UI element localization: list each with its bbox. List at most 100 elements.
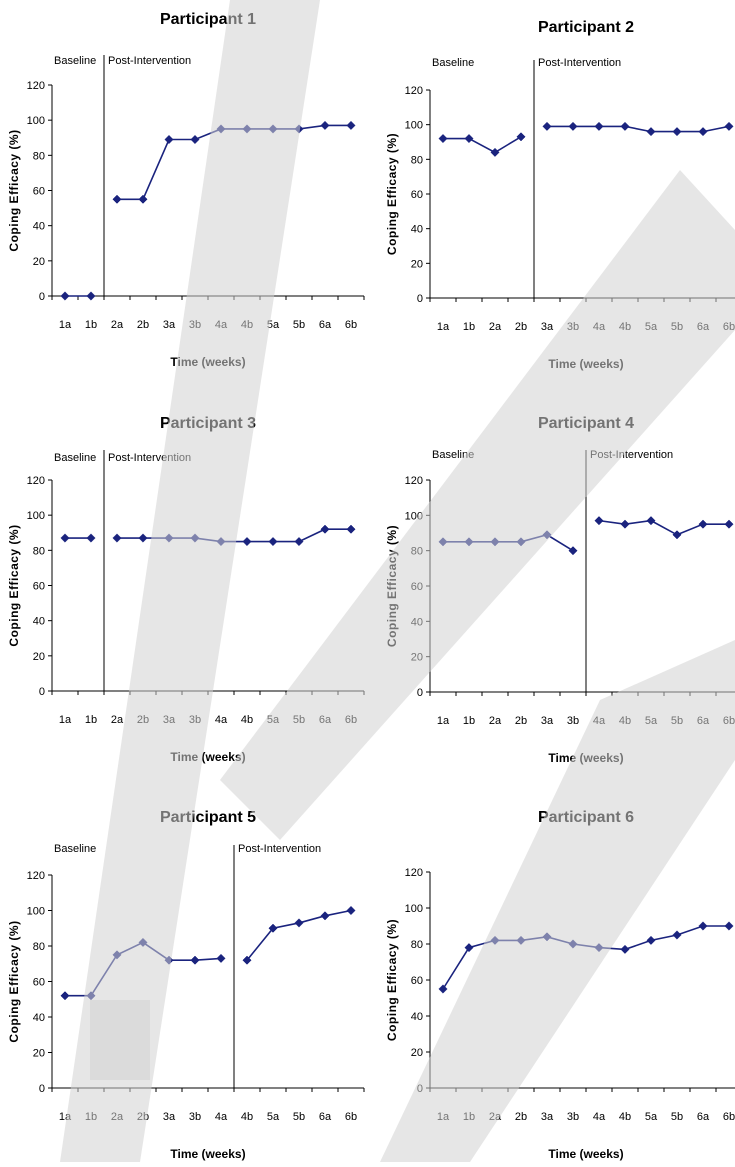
data-point-marker xyxy=(464,133,474,144)
y-tick-label: 20 xyxy=(411,258,423,270)
y-tick-label: 20 xyxy=(33,256,45,268)
y-tick-label: 80 xyxy=(411,154,423,166)
data-point-marker xyxy=(138,194,148,204)
data-point-marker xyxy=(464,943,474,953)
y-tick-label: 120 xyxy=(27,870,45,882)
x-tick-label: 2a xyxy=(489,715,502,727)
x-tick-label: 2b xyxy=(515,321,527,333)
x-tick-label: 1b xyxy=(463,715,475,727)
data-point-marker xyxy=(320,911,330,921)
x-tick-label: 5b xyxy=(671,1111,683,1123)
data-point-marker xyxy=(568,121,578,131)
x-tick-label: 1a xyxy=(437,321,450,333)
data-point-marker xyxy=(346,524,356,534)
data-point-marker xyxy=(346,905,356,916)
data-point-marker xyxy=(620,944,630,954)
x-tick-label: 6a xyxy=(319,1111,332,1123)
y-tick-label: 40 xyxy=(33,1012,45,1024)
x-tick-label: 6a xyxy=(319,319,332,331)
data-point-marker xyxy=(438,133,448,144)
baseline-label: Baseline xyxy=(54,843,96,855)
y-tick-label: 20 xyxy=(33,651,45,663)
y-tick-label: 60 xyxy=(33,186,45,198)
data-point-marker xyxy=(60,533,70,543)
data-point-marker xyxy=(294,536,304,547)
x-tick-label: 5a xyxy=(267,319,280,331)
x-tick-label: 6b xyxy=(345,319,357,331)
x-tick-label: 3a xyxy=(541,321,554,333)
y-tick-label: 120 xyxy=(405,475,423,487)
x-tick-label: 2b xyxy=(515,1111,527,1123)
x-tick-label: 2a xyxy=(111,714,124,726)
data-point-marker xyxy=(724,121,734,131)
data-point-marker xyxy=(698,519,708,529)
x-tick-label: 4b xyxy=(241,714,253,726)
baseline-label: Baseline xyxy=(54,452,96,464)
x-tick-label: 6b xyxy=(345,1111,357,1123)
y-tick-label: 40 xyxy=(411,224,423,236)
x-axis-label: Time (weeks) xyxy=(170,1147,245,1161)
data-point-marker xyxy=(86,291,96,301)
post-intervention-label: Post-Intervention xyxy=(538,57,621,69)
data-point-marker xyxy=(698,921,708,931)
y-tick-label: 20 xyxy=(33,1048,45,1060)
y-tick-label: 60 xyxy=(33,581,45,593)
y-axis-label: Coping Efficacy (%) xyxy=(7,129,21,251)
y-tick-label: 80 xyxy=(33,150,45,162)
y-tick-label: 60 xyxy=(33,977,45,989)
data-point-marker xyxy=(568,546,578,556)
data-point-marker xyxy=(542,121,552,131)
x-tick-label: 4a xyxy=(215,1111,228,1123)
x-tick-label: 4b xyxy=(241,1111,253,1123)
x-tick-label: 5a xyxy=(267,1111,280,1123)
data-point-marker xyxy=(646,516,656,526)
x-tick-label: 4a xyxy=(215,714,228,726)
x-tick-label: 3b xyxy=(567,715,579,727)
y-axis-label: Coping Efficacy (%) xyxy=(385,919,399,1041)
series-line-segment-1 xyxy=(443,136,522,154)
series-line-segment-2 xyxy=(246,909,352,961)
data-point-marker xyxy=(698,127,708,137)
y-tick-label: 100 xyxy=(405,120,423,132)
y-axis-label: Coping Efficacy (%) xyxy=(385,133,399,255)
x-tick-label: 4b xyxy=(619,1111,631,1123)
data-point-marker xyxy=(216,953,226,963)
y-tick-label: 0 xyxy=(417,293,423,305)
x-tick-label: 2b xyxy=(515,715,527,727)
data-point-marker xyxy=(438,984,448,994)
data-point-marker xyxy=(60,291,70,301)
y-tick-label: 120 xyxy=(27,475,45,487)
watermark-stroke-4 xyxy=(90,1000,150,1080)
y-tick-label: 60 xyxy=(411,189,423,201)
baseline-label: Baseline xyxy=(54,55,96,67)
x-tick-label: 3a xyxy=(541,715,554,727)
chart-panel-1: Participant 10204060801001201a1b2a2b3a3b… xyxy=(7,11,365,369)
y-tick-label: 40 xyxy=(411,1011,423,1023)
data-point-marker xyxy=(320,524,330,534)
data-point-marker xyxy=(724,519,734,529)
x-tick-label: 3a xyxy=(163,1111,176,1123)
x-tick-label: 1a xyxy=(59,319,72,331)
y-tick-label: 120 xyxy=(405,85,423,97)
x-tick-label: 2a xyxy=(111,319,124,331)
data-point-marker xyxy=(724,921,734,931)
data-point-marker xyxy=(112,533,122,543)
watermark-stroke-2 xyxy=(220,170,735,840)
x-tick-label: 6b xyxy=(723,1111,735,1123)
chart-title: Participant 2 xyxy=(538,19,634,36)
y-tick-label: 80 xyxy=(33,941,45,953)
x-tick-label: 2b xyxy=(137,319,149,331)
y-tick-label: 40 xyxy=(33,616,45,628)
y-tick-label: 120 xyxy=(27,80,45,92)
x-axis-label: Time (weeks) xyxy=(548,1147,623,1161)
y-tick-label: 80 xyxy=(411,939,423,951)
data-point-marker xyxy=(190,955,200,965)
y-tick-label: 0 xyxy=(39,1083,45,1095)
y-tick-label: 100 xyxy=(27,510,45,522)
data-point-marker xyxy=(112,194,122,204)
x-tick-label: 1b xyxy=(463,321,475,333)
data-point-marker xyxy=(268,923,278,933)
x-tick-label: 5a xyxy=(645,1111,658,1123)
y-axis-label: Coping Efficacy (%) xyxy=(7,920,21,1042)
